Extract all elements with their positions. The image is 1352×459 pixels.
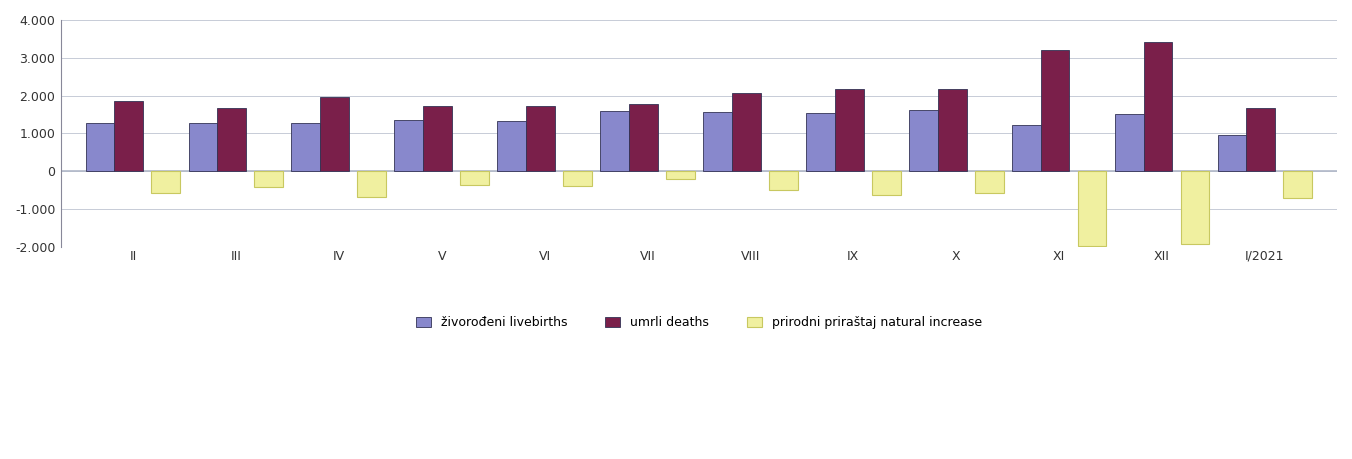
Bar: [872, 171, 900, 195]
Bar: [1114, 114, 1144, 171]
Bar: [731, 93, 761, 171]
Bar: [975, 171, 1003, 193]
Bar: [806, 112, 834, 171]
Legend: živorođeni livebirths, umrli deaths, prirodni priraštaj natural increase: živorođeni livebirths, umrli deaths, pri…: [410, 310, 988, 336]
Bar: [1247, 108, 1275, 171]
Bar: [188, 123, 218, 171]
Bar: [395, 120, 423, 171]
Bar: [769, 171, 798, 190]
Bar: [1144, 41, 1172, 171]
Bar: [938, 89, 967, 171]
Bar: [1078, 171, 1106, 246]
Bar: [909, 110, 938, 171]
Bar: [292, 123, 320, 171]
Bar: [703, 112, 731, 171]
Bar: [85, 123, 115, 171]
Bar: [254, 171, 283, 187]
Bar: [1011, 125, 1041, 171]
Bar: [1218, 135, 1247, 171]
Bar: [564, 171, 592, 186]
Bar: [151, 171, 180, 193]
Bar: [320, 97, 349, 171]
Bar: [834, 89, 864, 171]
Bar: [498, 121, 526, 171]
Bar: [115, 101, 143, 171]
Bar: [629, 104, 658, 171]
Bar: [1180, 171, 1210, 244]
Bar: [460, 171, 489, 185]
Bar: [600, 112, 629, 171]
Bar: [218, 108, 246, 171]
Bar: [1041, 50, 1069, 171]
Bar: [667, 171, 695, 179]
Bar: [526, 106, 554, 171]
Bar: [423, 106, 452, 171]
Bar: [357, 171, 387, 197]
Bar: [1283, 171, 1313, 198]
